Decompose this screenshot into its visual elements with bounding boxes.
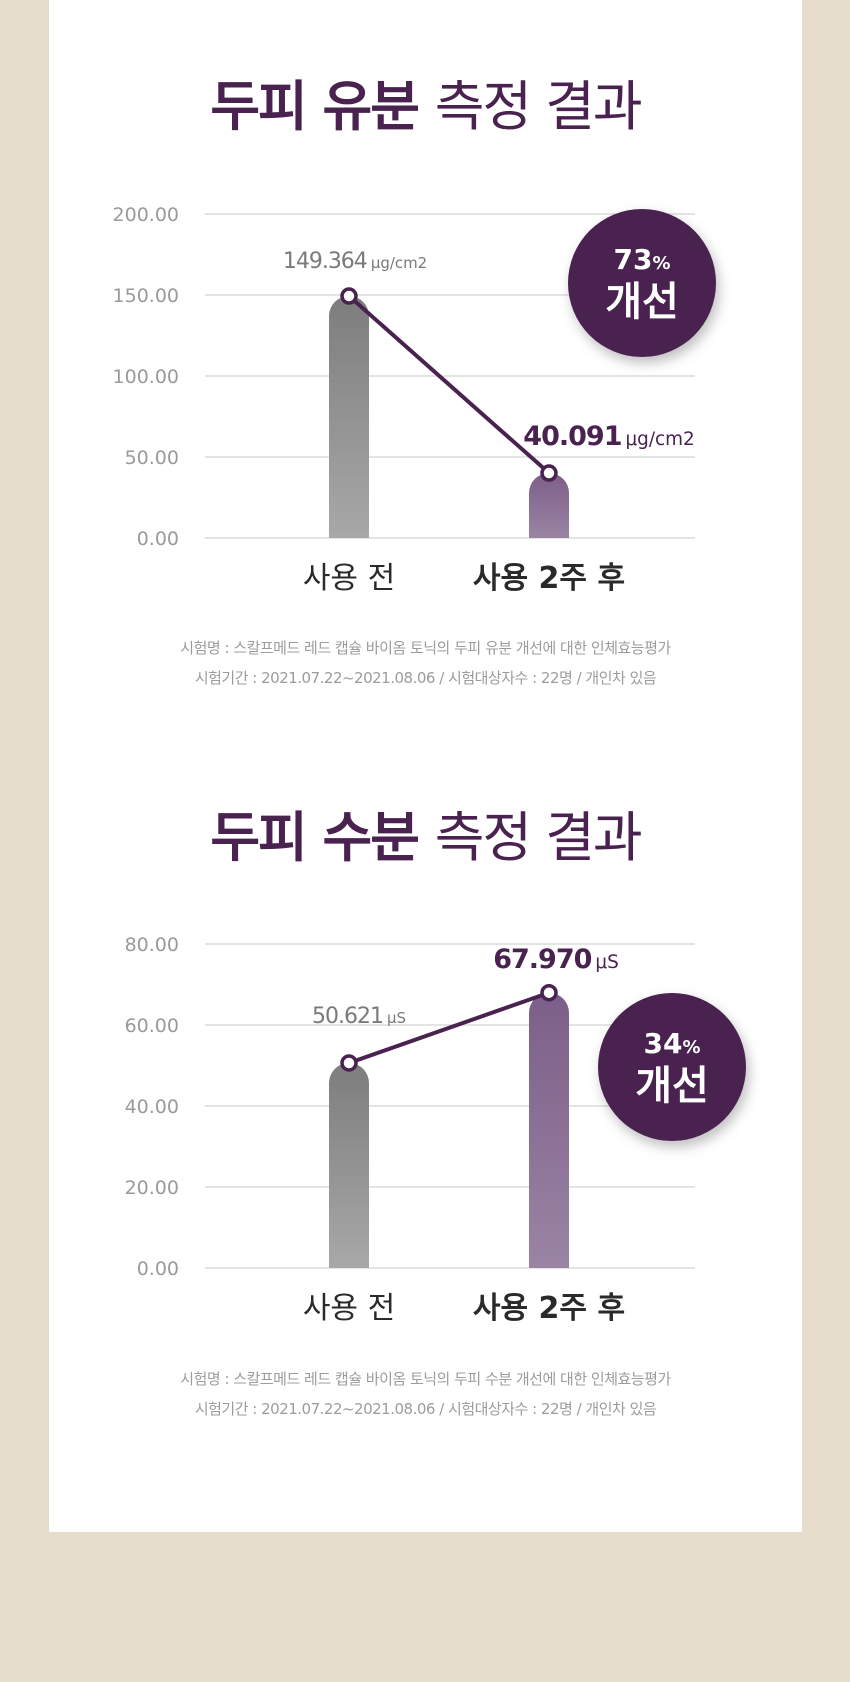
y-tick-label: 150.00 [113, 285, 179, 307]
bar-before [329, 296, 369, 538]
badge-circle [568, 209, 716, 357]
category-label-before: 사용 전 [303, 561, 395, 596]
category-label-before: 사용 전 [303, 1291, 395, 1326]
y-tick-label: 20.00 [125, 1177, 179, 1199]
y-tick-label: 80.00 [125, 934, 179, 956]
chart-title-moisture: 두피 수분 측정 결과 [49, 793, 802, 872]
badge-label: 개선 [635, 1063, 709, 1109]
value-label-before: 149.364 μg/cm2 [283, 249, 427, 274]
value-label-after: 40.091 μg/cm2 [523, 421, 694, 452]
value-label-after: 67.970 μS [493, 944, 619, 975]
moisture-chart: 0.00 20.00 40.00 60.00 80.00 50.621 μS 67.970 μS… [125, 934, 746, 1326]
y-tick-label: 100.00 [113, 366, 179, 388]
y-tick-label: 40.00 [125, 1096, 179, 1118]
oil-test-period: 시험기간 : 2021.07.22~2021.08.06 / 시험대상자수 : … [194, 669, 657, 687]
data-point-before [340, 287, 358, 305]
bar-after [529, 992, 569, 1268]
moisture-test-period: 시험기간 : 2021.07.22~2021.08.06 / 시험대상자수 : … [194, 1400, 657, 1418]
value-label-before: 50.621 μS [312, 1004, 406, 1029]
data-point-after [540, 464, 558, 482]
data-point-before [340, 1054, 358, 1072]
trend-line [347, 294, 551, 475]
trend-line [348, 990, 550, 1065]
data-point-after [540, 983, 558, 1002]
badge-circle [598, 993, 746, 1141]
y-tick-label: 50.00 [125, 447, 179, 469]
y-tick-label: 60.00 [125, 1015, 179, 1037]
moisture-test-notes: 시험명 : 스칼프메드 레드 캡슐 바이옴 토닉의 두피 수분 개선에 대한 인… [49, 1364, 802, 1424]
y-tick-label: 0.00 [137, 528, 179, 550]
content-card: 두피 유분 측정 결과 0.00 50.00 100.00 150.00 200.00 1… [49, 0, 802, 1532]
improvement-badge: 73%개선 [568, 209, 716, 357]
badge-label: 개선 [605, 279, 679, 325]
category-label-after: 사용 2주 후 [473, 561, 625, 596]
category-label-after: 사용 2주 후 [473, 1291, 625, 1326]
chart-title-moisture-strong: 두피 수분 [210, 806, 420, 869]
chart-title-oil: 두피 유분 측정 결과 [49, 62, 802, 141]
bar-before [329, 1062, 369, 1268]
oil-chart: 0.00 50.00 100.00 150.00 200.00 149.364 μg/cm2… [113, 204, 716, 596]
chart-title-oil-strong: 두피 유분 [210, 75, 420, 138]
badge-percent: 34% [643, 1027, 700, 1060]
bar-after [529, 473, 569, 538]
y-tick-label: 200.00 [113, 204, 179, 226]
oil-test-name: 시험명 : 스칼프메드 레드 캡슐 바이옴 토닉의 두피 유분 개선에 대한 인… [180, 639, 671, 657]
oil-test-notes: 시험명 : 스칼프메드 레드 캡슐 바이옴 토닉의 두피 유분 개선에 대한 인… [49, 633, 802, 693]
badge-percent: 73% [613, 243, 670, 276]
y-tick-label: 0.00 [137, 1258, 179, 1280]
improvement-badge: 34%개선 [598, 993, 746, 1141]
moisture-test-name: 시험명 : 스칼프메드 레드 캡슐 바이옴 토닉의 두피 수분 개선에 대한 인… [180, 1370, 671, 1388]
chart-title-moisture-light: 측정 결과 [434, 806, 643, 869]
chart-title-oil-light: 측정 결과 [434, 75, 643, 138]
